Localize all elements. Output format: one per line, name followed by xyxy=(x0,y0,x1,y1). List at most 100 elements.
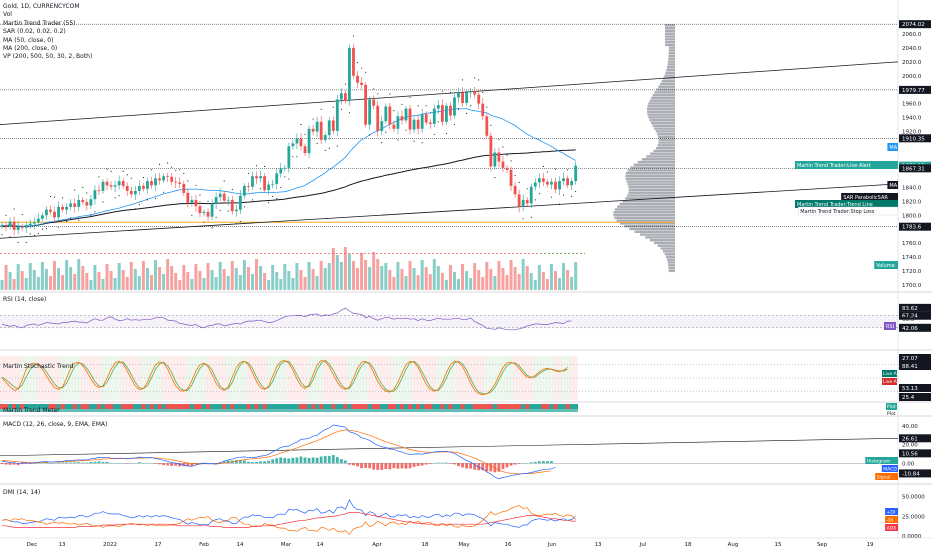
trend-strip-cell xyxy=(100,404,106,409)
volume-profile-bar xyxy=(657,132,675,136)
legend-ma200[interactable]: MA (200, close, 0) xyxy=(3,45,58,53)
trend-strip-cell xyxy=(109,404,114,409)
candle-body xyxy=(554,181,557,190)
macd-histogram-bar xyxy=(449,463,452,464)
trend-strip-cell xyxy=(529,404,534,409)
candle-body xyxy=(218,193,222,198)
trend-strip-cell xyxy=(311,404,316,409)
macd-tag-bg xyxy=(899,469,931,478)
trend-strip-legend[interactable]: Martin Trend Meter xyxy=(3,407,60,414)
candle-body xyxy=(166,176,170,178)
legend-volume[interactable]: Vol xyxy=(3,11,12,19)
trend-strip-cell xyxy=(416,409,421,412)
legend-ma50[interactable]: MA (50, close, 0) xyxy=(3,36,54,44)
trend-strip-cell xyxy=(492,404,498,409)
volume-profile-bar xyxy=(642,158,675,161)
volume-bar xyxy=(12,279,16,290)
macd-histogram-bar xyxy=(77,462,81,464)
candle-body xyxy=(101,181,105,191)
stoch-bg-band xyxy=(383,356,388,400)
trend-strip-cell xyxy=(448,409,453,412)
sar-dot xyxy=(74,189,76,191)
volume-bar xyxy=(501,268,505,290)
trend-strip-cell xyxy=(436,404,441,409)
price-axis-tick: 1700.0 xyxy=(902,283,922,289)
rsi-label: RSI xyxy=(886,324,894,330)
candle-body xyxy=(339,93,343,100)
trend-strip-cell xyxy=(488,409,494,412)
dmi-legend[interactable]: DMI (14, 14) xyxy=(3,489,41,496)
stoch-bg-band xyxy=(44,356,49,400)
macd-histogram-bar xyxy=(214,463,218,464)
candle-body xyxy=(323,135,327,140)
candle-body xyxy=(360,82,363,85)
rsi-tag-label: 42.06 xyxy=(902,326,918,332)
dmi-series-tag-label: -DI xyxy=(887,518,893,524)
trend-strip-cell xyxy=(254,404,259,409)
candle-body xyxy=(133,190,137,195)
stoch-bg-band xyxy=(270,356,275,400)
macd-histogram-bar xyxy=(424,463,428,465)
macd-histogram-bar xyxy=(420,463,424,466)
macd-histogram-bar xyxy=(388,463,392,470)
stoch-bg-band xyxy=(173,356,178,400)
candle-body xyxy=(477,94,481,104)
trend-strip-cell xyxy=(141,409,146,412)
volume-profile-bar xyxy=(619,222,675,225)
volume-bar xyxy=(101,279,105,290)
macd-tag-bg xyxy=(899,449,931,458)
volume-bar xyxy=(416,275,420,290)
rsi-legend[interactable]: RSI (14, close) xyxy=(3,296,47,303)
volume-bar xyxy=(65,260,69,290)
trend-strip-cell xyxy=(117,409,122,412)
sar-dot xyxy=(441,90,443,92)
macd-histogram-bar xyxy=(513,463,517,465)
sar-dot xyxy=(425,105,427,107)
trend-strip-cell xyxy=(246,404,251,409)
stochastic-legend[interactable]: Martin Stochastic Trend xyxy=(3,363,74,370)
volume-bar xyxy=(133,269,137,290)
stoch-bg-band xyxy=(234,356,239,400)
legend-volume-profile[interactable]: VP (200, 500, 50, 30, 2, Both) xyxy=(3,53,93,61)
trend-strip-cell xyxy=(363,404,368,409)
stoch-bg-band xyxy=(525,356,530,400)
price-axis-tick: 1740.0 xyxy=(902,255,922,261)
macd-histogram-bar xyxy=(81,462,85,464)
pane-bg xyxy=(0,0,898,292)
legend-sar[interactable]: SAR (0.02, 0.02, 0.2) xyxy=(3,28,66,36)
overlay-tag-bg xyxy=(798,206,899,216)
macd-histogram-bar xyxy=(348,463,351,465)
volume-bar xyxy=(537,265,541,290)
sar-dot xyxy=(280,186,282,188)
x-axis-tick: May xyxy=(458,542,470,548)
trend-strip-cell xyxy=(484,409,490,412)
legend-trend-trader[interactable]: Martin Trend Trader (55) xyxy=(3,19,76,27)
candle-body xyxy=(541,178,545,182)
trend-strip-cell xyxy=(371,404,376,409)
rsi-band xyxy=(0,315,898,328)
macd-tag-bg xyxy=(899,434,931,443)
candle-body xyxy=(537,178,541,183)
legend-symbol[interactable]: Gold, 1D, CURRENCYCOM xyxy=(3,3,80,10)
stoch-bg-band xyxy=(32,356,37,400)
overlay-tag-label: MA xyxy=(889,145,897,151)
trend-strip-cell xyxy=(250,409,255,412)
sar-dot xyxy=(361,67,363,69)
trend-plot-label: Plot xyxy=(887,411,896,417)
stoch-bg-band xyxy=(117,356,122,400)
macd-histogram-bar xyxy=(243,460,246,464)
overlay-tag-label: Volume xyxy=(876,263,895,269)
stoch-bg-band xyxy=(206,356,211,400)
macd-legend[interactable]: MACD (12, 26, close, 9, EMA, EMA) xyxy=(3,421,108,428)
trend-strip-cell xyxy=(80,404,86,409)
candle-body xyxy=(275,173,279,184)
trend-strip-cell xyxy=(210,409,215,412)
macd-histogram-bar xyxy=(121,463,125,464)
macd-histogram-bar xyxy=(481,463,485,471)
trend-strip-cell xyxy=(335,409,340,412)
trend-strip-cell xyxy=(311,409,316,412)
price-axis-tick: 1840.0 xyxy=(902,185,922,191)
stoch-bg-band xyxy=(569,356,574,400)
